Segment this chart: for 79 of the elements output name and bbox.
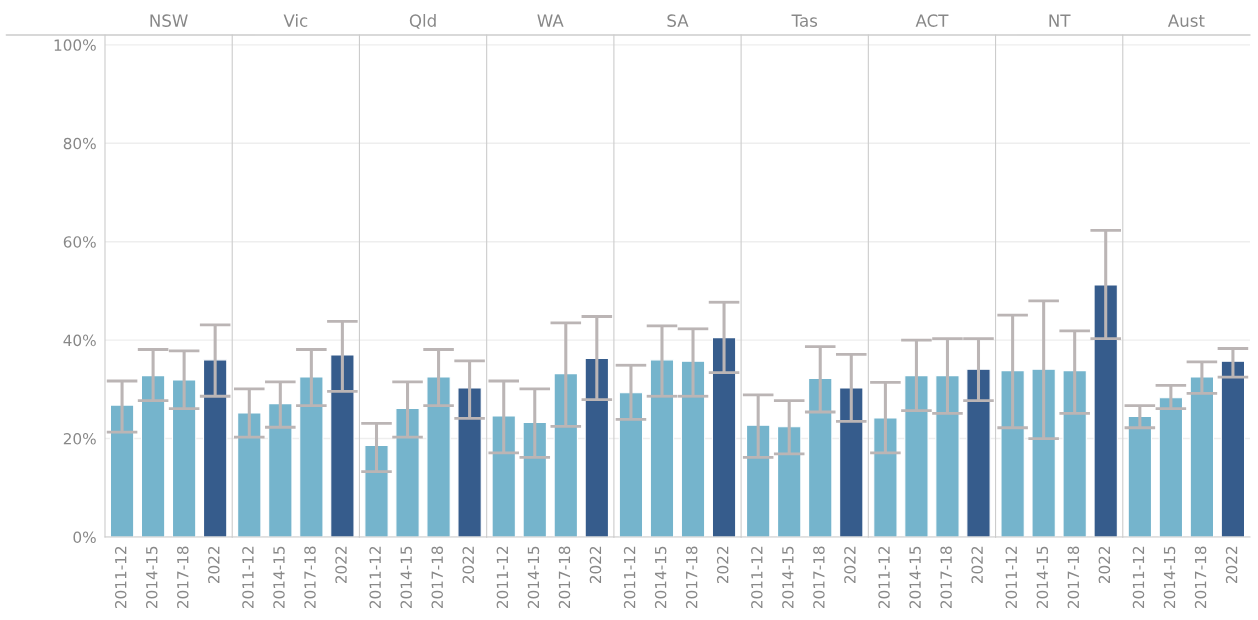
bar (649, 359, 675, 537)
x-tick-label: 2022 (716, 546, 729, 584)
y-tick-label: 80% (63, 137, 96, 150)
x-tick-label: 2011-12 (242, 546, 254, 609)
chart-title: WA (537, 14, 564, 27)
chart-title: Vic (283, 14, 308, 27)
x-tick-label: 2014-15 (273, 546, 285, 609)
x-tick-label: 2022 (589, 546, 602, 584)
bar (1158, 397, 1184, 537)
x-tick-label: 2022 (335, 546, 347, 584)
bar (237, 412, 262, 537)
bar (711, 337, 737, 537)
x-tick-label: 2014-15 (145, 546, 158, 609)
x-tick-label: 2017-18 (558, 546, 571, 609)
bar (1127, 415, 1153, 537)
x-tick-label: 2014-15 (527, 546, 540, 609)
bar (522, 421, 547, 537)
x-tick-label: 2017-18 (431, 546, 443, 609)
x-tick-label: 2014-15 (400, 546, 412, 609)
x-tick-label: 2011-12 (114, 546, 127, 609)
x-tick-label: 2017-18 (1194, 546, 1207, 609)
x-tick-label: 2014-15 (909, 546, 921, 609)
bar (364, 444, 389, 537)
bar (426, 376, 451, 537)
bar (808, 377, 833, 537)
bar (140, 375, 166, 537)
x-tick-label: 2017-18 (813, 546, 825, 609)
x-tick-label: 2017-18 (304, 546, 316, 609)
x-tick-label: 2014-15 (782, 546, 794, 609)
bar (777, 426, 802, 537)
x-tick-label: 2014-15 (1163, 546, 1176, 609)
bar (839, 387, 864, 537)
chart-title: Tas (791, 14, 818, 27)
bar (618, 392, 644, 537)
x-tick-label: 2022 (844, 546, 856, 584)
bar (491, 415, 516, 537)
y-tick-label: 100% (54, 39, 96, 51)
x-tick-label: 2011-12 (369, 546, 381, 609)
chart-title: Aust (1167, 14, 1205, 27)
chart-title: ACT (915, 14, 949, 27)
x-tick-label: 2017-18 (177, 546, 189, 609)
chart-title: SA (667, 14, 689, 27)
x-tick-label: 2011-12 (496, 546, 509, 609)
bar (171, 379, 197, 537)
x-tick-label: 2022 (1225, 546, 1238, 584)
chart-title: Qld (409, 14, 436, 29)
x-tick-label: 2011-12 (1132, 546, 1145, 609)
x-tick-label: 2017-18 (685, 546, 698, 609)
x-tick-label: 2017-18 (940, 546, 952, 609)
x-tick-label: 2014-15 (654, 546, 667, 609)
y-tick-label: 40% (63, 334, 96, 347)
bar (299, 376, 324, 537)
bar (1189, 376, 1215, 537)
chart-title: NT (1049, 14, 1071, 27)
bar (109, 404, 135, 537)
bar (268, 403, 293, 537)
y-tick-label: 20% (63, 433, 96, 445)
x-tick-label: 2022 (208, 546, 220, 584)
x-tick-label: 2022 (462, 546, 475, 584)
x-tick-label: 2014-15 (1036, 546, 1049, 609)
x-tick-label: 2011-12 (1005, 546, 1018, 609)
bar (330, 354, 355, 537)
bar (745, 424, 771, 537)
bar (1220, 360, 1246, 537)
x-tick-label: 2022 (971, 546, 983, 584)
bar (584, 357, 610, 537)
bar (202, 359, 228, 537)
x-tick-label: 2022 (1098, 546, 1111, 584)
bar (395, 407, 420, 537)
bar (680, 360, 706, 537)
chart-title: NSW (150, 14, 188, 27)
bar (553, 373, 578, 537)
x-tick-label: 2011-12 (878, 546, 890, 609)
y-tick-label: 60% (63, 236, 96, 248)
bar (457, 387, 482, 537)
x-tick-label: 2011-12 (623, 546, 636, 609)
x-tick-label: 2017-18 (1067, 546, 1080, 609)
x-tick-label: 2011-12 (751, 546, 763, 609)
y-tick-label: 0% (73, 531, 96, 544)
